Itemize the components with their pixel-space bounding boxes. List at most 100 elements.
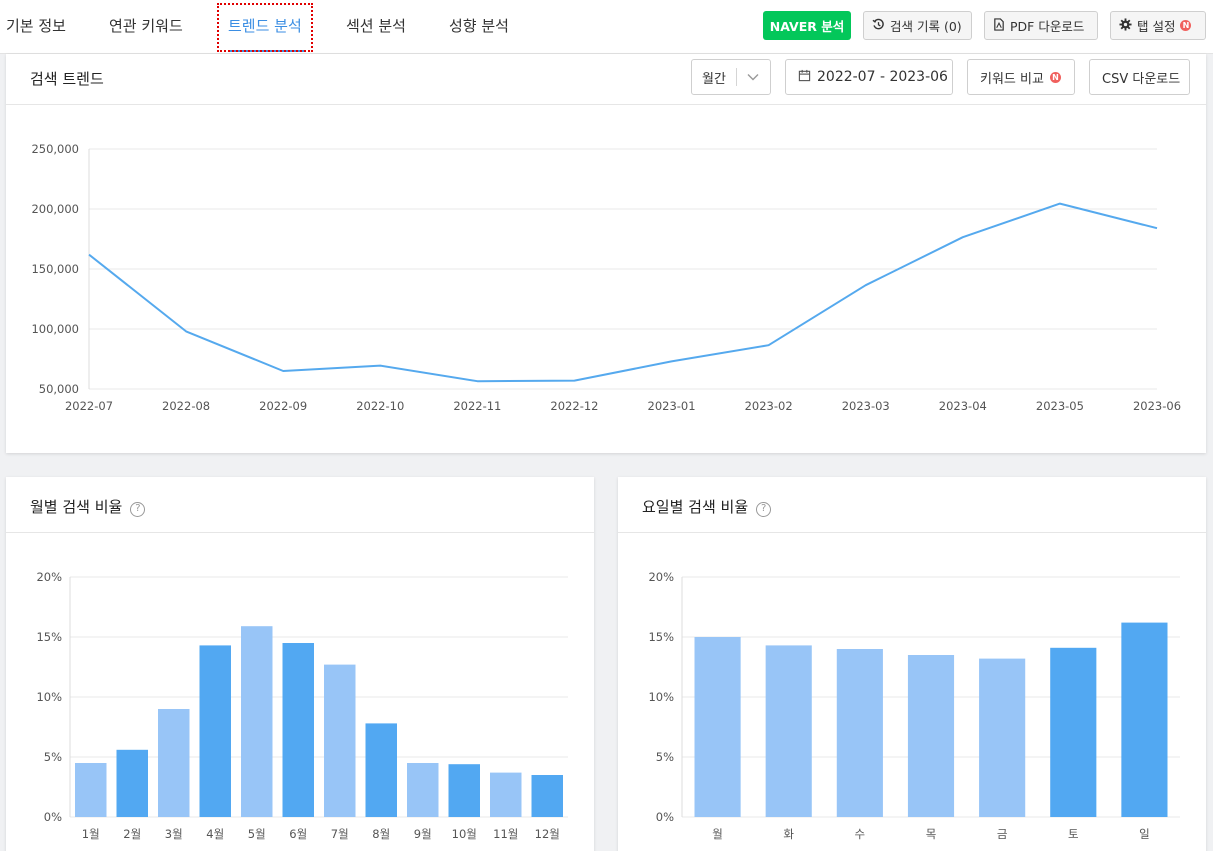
tab-related-keywords[interactable]: 연관 키워드 [109, 17, 183, 35]
tab-basic-info[interactable]: 기본 정보 [6, 17, 66, 35]
calendar-icon [798, 69, 811, 86]
tab-bar: 기본 정보 연관 키워드 트렌드 분석 섹션 분석 성향 분석 NAVER 분석… [0, 0, 1213, 54]
x-tick-label: 11월 [493, 827, 518, 841]
csv-download-label: CSV 다운로드 [1102, 71, 1181, 87]
x-tick-label: 8월 [372, 827, 390, 841]
search-trend-card: 검색 트렌드 월간 2022-07 - 2023-06 키워드 비교 N CSV… [6, 54, 1206, 453]
csv-download-button[interactable]: CSV 다운로드 [1089, 59, 1190, 95]
y-tick-label: 200,000 [31, 202, 79, 216]
bar [907, 655, 955, 817]
bar [836, 649, 883, 817]
new-badge: N [1049, 71, 1061, 83]
keyword-compare-label: 키워드 비교 [980, 71, 1044, 87]
period-select[interactable]: 월간 [691, 59, 771, 95]
y-tick-label: 150,000 [31, 262, 79, 276]
y-tick-label: 15% [648, 630, 674, 644]
x-tick-label: 목 [926, 827, 937, 841]
x-tick-label: 2022-08 [162, 399, 210, 413]
monthly-ratio-title: 월별 검색 비율 [30, 498, 123, 516]
x-tick-label: 7월 [331, 827, 349, 841]
bar [199, 645, 231, 817]
x-tick-label: 2022-10 [356, 399, 404, 413]
x-tick-label: 금 [997, 827, 1008, 841]
y-tick-label: 100,000 [31, 322, 79, 336]
active-tab-indicator [228, 50, 304, 52]
help-icon[interactable]: ? [130, 502, 146, 517]
bar [694, 637, 741, 817]
search-trend-header: 검색 트렌드 월간 2022-07 - 2023-06 키워드 비교 N CSV… [6, 54, 1206, 105]
bar [158, 709, 190, 817]
bar [765, 645, 812, 817]
bar [365, 723, 397, 817]
date-range-picker[interactable]: 2022-07 - 2023-06 [785, 59, 953, 95]
new-badge: N [1180, 20, 1192, 31]
y-tick-label: 250,000 [31, 142, 79, 156]
x-tick-label: 12월 [535, 827, 560, 841]
monthly-ratio-card: 월별 검색 비율? 0% 5% 10% 15% 20% 1월 2월 3월 4월 5월 6월 7월 8월 9… [6, 477, 594, 851]
bar [407, 763, 439, 817]
x-tick-label: 월 [712, 827, 723, 841]
bar [282, 643, 314, 817]
x-tick-label: 2023-01 [648, 399, 696, 413]
bar [448, 764, 480, 817]
y-tick-label: 15% [36, 630, 62, 644]
x-tick-label: 화 [783, 827, 794, 841]
bar [241, 626, 273, 817]
bar [490, 772, 522, 817]
y-tick-label: 10% [648, 690, 674, 704]
tab-tendency-analysis[interactable]: 성향 분석 [449, 17, 509, 35]
y-tick-label: 0% [44, 810, 62, 824]
bar [1121, 622, 1168, 817]
gear-icon [1119, 17, 1132, 34]
y-tick-label: 20% [648, 570, 674, 584]
x-tick-label: 2022-11 [453, 399, 501, 413]
pdf-download-button[interactable]: PDF 다운로드 [984, 11, 1098, 40]
select-divider [735, 68, 737, 86]
bar [531, 775, 563, 817]
keyword-compare-button[interactable]: 키워드 비교 N [967, 59, 1075, 95]
date-range-value: 2022-07 - 2023-06 [817, 69, 948, 85]
x-tick-label: 1월 [82, 827, 100, 841]
x-tick-label: 6월 [289, 827, 307, 841]
x-tick-label: 일 [1139, 827, 1150, 841]
x-tick-label: 2023-02 [745, 399, 793, 413]
tab-settings-label: 탭 설정 [1137, 19, 1176, 34]
x-tick-label: 2023-05 [1036, 399, 1084, 413]
history-icon [872, 18, 885, 34]
weekday-ratio-title-wrap: 요일별 검색 비율? [642, 496, 772, 517]
search-history-label: 검색 기록 (0) [890, 19, 962, 34]
y-tick-label: 5% [44, 750, 62, 764]
x-tick-label: 2023-04 [939, 399, 987, 413]
monthly-ratio-bar-chart: 0% 5% 10% 15% 20% 1월 2월 3월 4월 5월 6월 7월 8월 9월 10월 11월 12월 [36, 570, 568, 841]
bar [1050, 647, 1097, 817]
x-tick-label: 2023-06 [1133, 399, 1181, 413]
help-icon[interactable]: ? [756, 502, 772, 517]
x-tick-label: 10월 [452, 827, 477, 841]
y-tick-label: 5% [656, 750, 674, 764]
y-tick-label: 10% [36, 690, 62, 704]
x-tick-label: 3월 [165, 827, 183, 841]
search-trend-title: 검색 트렌드 [30, 70, 104, 88]
y-tick-label: 0% [656, 810, 674, 824]
search-volume-line [88, 202, 1158, 383]
search-history-button[interactable]: 검색 기록 (0) [863, 11, 972, 40]
tab-section-analysis[interactable]: 섹션 분석 [346, 17, 406, 35]
bar [75, 763, 107, 817]
weekday-ratio-title: 요일별 검색 비율 [642, 498, 749, 516]
chevron-down-icon [747, 70, 759, 85]
x-tick-label: 토 [1068, 827, 1079, 841]
x-tick-label: 2022-07 [65, 399, 113, 413]
tab-settings-button[interactable]: 탭 설정 N [1110, 11, 1206, 40]
tab-trend-analysis[interactable]: 트렌드 분석 [228, 17, 302, 35]
monthly-ratio-title-wrap: 월별 검색 비율? [30, 496, 146, 517]
monthly-ratio-header: 월별 검색 비율? [6, 477, 594, 533]
bar [979, 658, 1026, 817]
y-tick-label: 20% [36, 570, 62, 584]
search-trend-line-chart: 50,000 100,000 150,000 200,000 250,000 2022-0… [31, 142, 1181, 413]
weekday-ratio-card: 요일별 검색 비율? 0% 5% 10% 15% 20% 월 화 수 목 금 토 일 [618, 477, 1206, 851]
naver-analysis-button[interactable]: NAVER 분석 [763, 11, 851, 40]
y-tick-label: 50,000 [39, 382, 79, 396]
x-tick-label: 2022-09 [259, 399, 307, 413]
bar [116, 749, 148, 817]
x-tick-label: 9월 [414, 827, 432, 841]
